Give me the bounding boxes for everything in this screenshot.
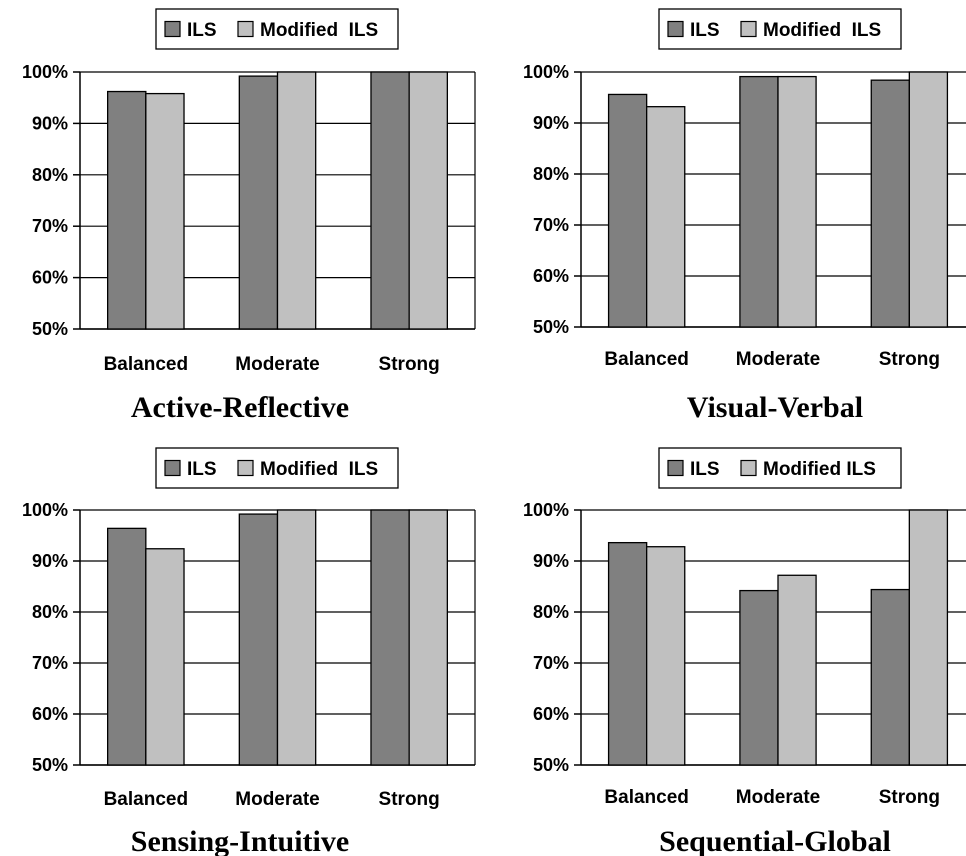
bar-ils-balanced <box>107 90 147 330</box>
bar-modified-ils-balanced <box>145 548 185 766</box>
y-tick-label: 90% <box>32 113 68 133</box>
bar-modified-ils-strong <box>408 509 448 766</box>
category-label: Balanced <box>104 789 188 810</box>
bar-modified-ils-strong <box>908 71 949 328</box>
chart-title: Sensing-Intuitive <box>131 825 349 856</box>
y-tick-label: 50% <box>32 755 68 775</box>
y-tick-label: 90% <box>32 551 68 571</box>
bar-ils-strong <box>370 71 410 330</box>
y-tick-label: 100% <box>22 62 68 82</box>
legend-swatch-ils <box>667 459 684 477</box>
y-tick-label: 60% <box>32 268 68 288</box>
legend-label: Modified ILS <box>260 459 378 480</box>
legend-swatch-modified-ils <box>237 20 254 38</box>
legend-label: Modified ILS <box>763 20 881 41</box>
category-label: Moderate <box>736 787 820 808</box>
legend-swatch-modified-ils <box>740 459 757 477</box>
category-label: Balanced <box>604 349 688 370</box>
bar-modified-ils-moderate <box>276 509 317 766</box>
y-tick-label: 70% <box>533 215 569 235</box>
chart-title: Visual-Verbal <box>687 391 863 424</box>
bar-ils-strong <box>870 79 910 328</box>
bar-modified-ils-balanced <box>646 106 686 328</box>
bar-ils-strong <box>370 509 410 766</box>
y-tick-label: 50% <box>533 317 569 337</box>
category-label: Moderate <box>235 354 319 375</box>
bar-modified-ils-strong <box>908 509 949 766</box>
y-tick-label: 80% <box>32 165 68 185</box>
bar-modified-ils-moderate <box>777 75 817 328</box>
category-label: Moderate <box>235 789 319 810</box>
y-tick-label: 50% <box>32 319 68 339</box>
legend-label: Modified ILS <box>260 20 378 41</box>
legend-box <box>155 8 399 50</box>
bar-ils-balanced <box>607 93 648 328</box>
legend-label: Modified ILS <box>763 459 876 480</box>
category-label: Balanced <box>104 354 188 375</box>
chart-panel-0: 50% 60% 70% 80% 90% 100% Balanced Moderate Stron… <box>22 8 476 424</box>
y-tick-label: 60% <box>533 704 569 724</box>
y-tick-label: 60% <box>32 704 68 724</box>
y-tick-label: 100% <box>22 500 68 520</box>
bar-ils-moderate <box>739 75 779 328</box>
y-tick-label: 100% <box>523 500 569 520</box>
legend-box <box>155 447 399 489</box>
y-tick-label: 80% <box>533 164 569 184</box>
legend-label: ILS <box>187 459 217 480</box>
chart-panel-2: 50% 60% 70% 80% 90% 100% Balanced Moderate Stron… <box>22 447 476 856</box>
chart-panel-3: 50% 60% 70% 80% 90% 100% Balanced Moderate Stron… <box>523 447 966 856</box>
y-tick-label: 70% <box>32 653 68 673</box>
bar-modified-ils-balanced <box>646 546 686 766</box>
bar-ils-moderate <box>238 513 279 766</box>
category-label: Strong <box>879 787 940 808</box>
y-tick-label: 80% <box>533 602 569 622</box>
legend-label: ILS <box>187 20 217 41</box>
category-label: Moderate <box>736 349 820 370</box>
category-label: Balanced <box>604 787 688 808</box>
legend-label: ILS <box>690 459 720 480</box>
category-label: Strong <box>379 789 440 810</box>
y-tick-label: 70% <box>533 653 569 673</box>
bar-ils-balanced <box>107 527 147 766</box>
legend-swatch-ils <box>164 459 181 477</box>
category-label: Strong <box>879 349 940 370</box>
bar-modified-ils-moderate <box>777 574 817 766</box>
legend-box <box>658 447 902 489</box>
bar-modified-ils-balanced <box>145 92 185 330</box>
y-tick-label: 50% <box>533 755 569 775</box>
legend-box <box>658 8 902 50</box>
chart-title: Sequential-Global <box>659 825 891 856</box>
legend-swatch-ils <box>667 20 684 38</box>
category-label: Strong <box>379 354 440 375</box>
y-tick-label: 80% <box>32 602 68 622</box>
bar-ils-moderate <box>739 589 779 766</box>
y-tick-label: 100% <box>523 62 569 82</box>
y-tick-label: 90% <box>533 113 569 133</box>
chart-title: Active-Reflective <box>131 391 349 424</box>
chart-panel-1: 50% 60% 70% 80% 90% 100% Balanced Moderate Stron… <box>523 8 966 424</box>
legend-label: ILS <box>690 20 720 41</box>
bar-modified-ils-strong <box>408 71 448 330</box>
bar-ils-balanced <box>607 541 648 766</box>
bar-modified-ils-moderate <box>276 71 317 330</box>
y-tick-label: 60% <box>533 266 569 286</box>
bar-ils-moderate <box>238 75 279 330</box>
y-tick-label: 90% <box>533 551 569 571</box>
legend-swatch-modified-ils <box>237 459 254 477</box>
legend-swatch-ils <box>164 20 181 38</box>
legend-swatch-modified-ils <box>740 20 757 38</box>
bar-ils-strong <box>870 588 910 766</box>
y-tick-label: 70% <box>32 216 68 236</box>
